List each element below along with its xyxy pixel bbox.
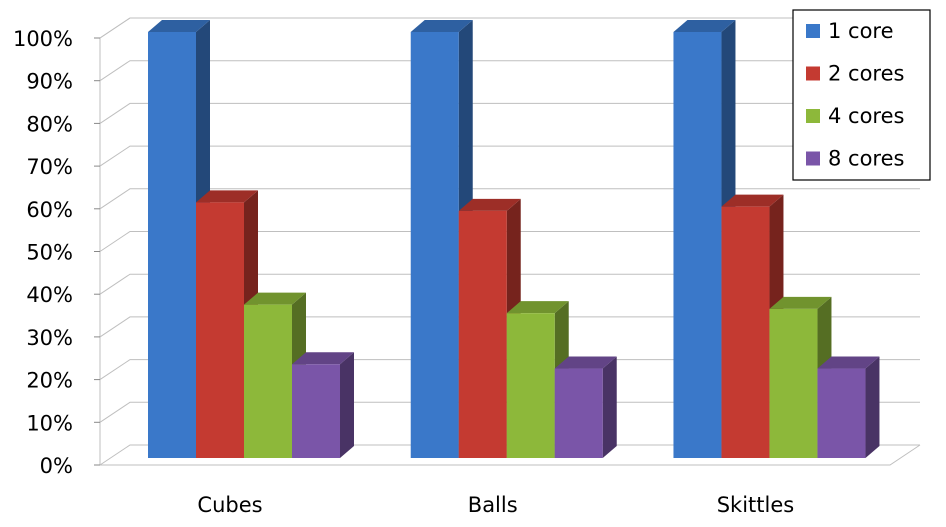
bar — [148, 32, 196, 458]
floor — [100, 444, 921, 466]
legend-swatch — [806, 24, 820, 38]
legend-swatch — [806, 66, 820, 81]
bar — [244, 304, 292, 458]
y-tick-label: 90% — [26, 70, 73, 94]
grid-line — [99, 231, 920, 252]
y-tick-label: 50% — [26, 241, 73, 265]
legend-label: 4 cores — [828, 104, 904, 128]
bar-top — [148, 20, 210, 32]
bar-top — [506, 301, 569, 314]
legend-label: 1 core — [828, 19, 894, 43]
y-tick-label: 30% — [26, 326, 73, 350]
bar — [506, 313, 555, 458]
bar-top — [196, 190, 258, 203]
y-tick-label: 80% — [26, 112, 73, 136]
grid-line — [99, 359, 920, 381]
bar-side — [340, 352, 354, 458]
bar — [196, 202, 244, 458]
y-tick-label: 100% — [13, 27, 73, 51]
y-tick-label: 60% — [26, 198, 73, 222]
y-tick-label: 20% — [26, 369, 73, 393]
y-tick-label: 10% — [26, 411, 73, 435]
bar — [292, 364, 340, 458]
bar — [673, 32, 722, 458]
grid-line — [99, 145, 920, 167]
grid-line — [99, 17, 920, 39]
bar — [817, 368, 866, 458]
grid-line — [99, 188, 920, 210]
y-tick-label: 0% — [40, 454, 73, 478]
legend-label: 2 cores — [828, 62, 904, 86]
bar — [554, 368, 603, 458]
grid-line — [99, 401, 920, 423]
x-tick-label: Skittles — [717, 493, 795, 517]
y-tick-label: 40% — [26, 283, 73, 307]
bar-top — [721, 194, 784, 207]
bar-top — [554, 356, 617, 369]
y-tick-label: 70% — [26, 155, 73, 179]
bar — [721, 206, 770, 458]
bar-top — [292, 352, 354, 365]
bar-top — [673, 20, 736, 32]
legend-swatch — [806, 151, 820, 166]
x-tick-label: Cubes — [197, 493, 262, 517]
grid-line — [99, 60, 920, 82]
bar — [410, 32, 459, 458]
legend-label: 8 cores — [828, 147, 904, 171]
x-tick-label: Balls — [468, 493, 518, 517]
bar-top — [410, 20, 473, 32]
bar-top — [817, 356, 880, 369]
bar — [769, 308, 818, 458]
grid-line — [99, 444, 920, 466]
bar — [458, 210, 507, 458]
bar-top — [458, 198, 521, 211]
bar-side — [865, 356, 880, 458]
grid-line — [99, 102, 920, 124]
legend-swatch — [806, 109, 820, 123]
bar-top — [244, 292, 306, 305]
grid-line — [99, 316, 920, 338]
bar-top — [769, 296, 832, 309]
grid-line — [99, 273, 920, 295]
bar-side — [602, 356, 617, 458]
